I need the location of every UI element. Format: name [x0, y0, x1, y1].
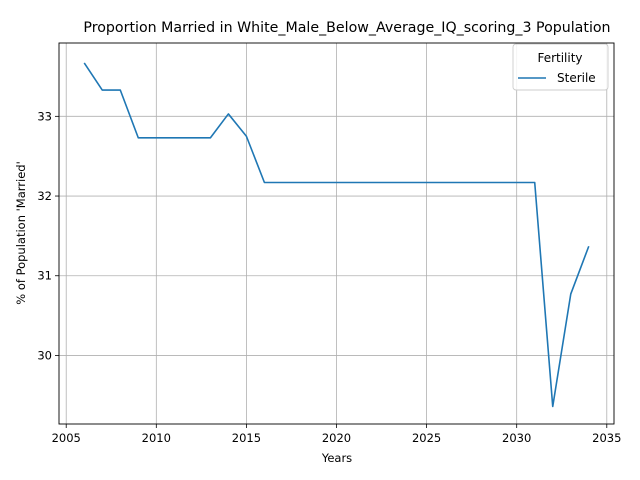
series-line-sterile	[83, 62, 590, 408]
chart-title: Proportion Married in White_Male_Below_A…	[83, 20, 610, 36]
y-axis-ticks: 30 31 32 33	[37, 109, 59, 362]
y-tick-label: 33	[37, 109, 52, 123]
legend-title: Fertility	[537, 51, 582, 65]
x-tick-label: 2005	[52, 431, 81, 445]
x-tick-label: 2010	[142, 431, 171, 445]
y-axis-label: % of Population 'Married'	[14, 161, 28, 305]
x-tick-label: 2015	[232, 431, 261, 445]
y-tick-label: 31	[37, 269, 52, 283]
y-tick-label: 32	[37, 189, 52, 203]
x-tick-label: 2030	[502, 431, 531, 445]
y-tick-label: 30	[37, 348, 52, 362]
legend: Fertility Sterile	[512, 43, 609, 91]
grid-lines	[59, 43, 614, 424]
series-lines	[83, 62, 590, 408]
x-axis-label: Years	[321, 451, 352, 465]
x-axis-ticks: 2005 2010 2015 2020 2025 2030 2035	[52, 424, 621, 445]
legend-label-sterile: Sterile	[557, 71, 596, 85]
x-tick-label: 2025	[412, 431, 441, 445]
x-tick-label: 2020	[322, 431, 351, 445]
x-tick-label: 2035	[592, 431, 621, 445]
